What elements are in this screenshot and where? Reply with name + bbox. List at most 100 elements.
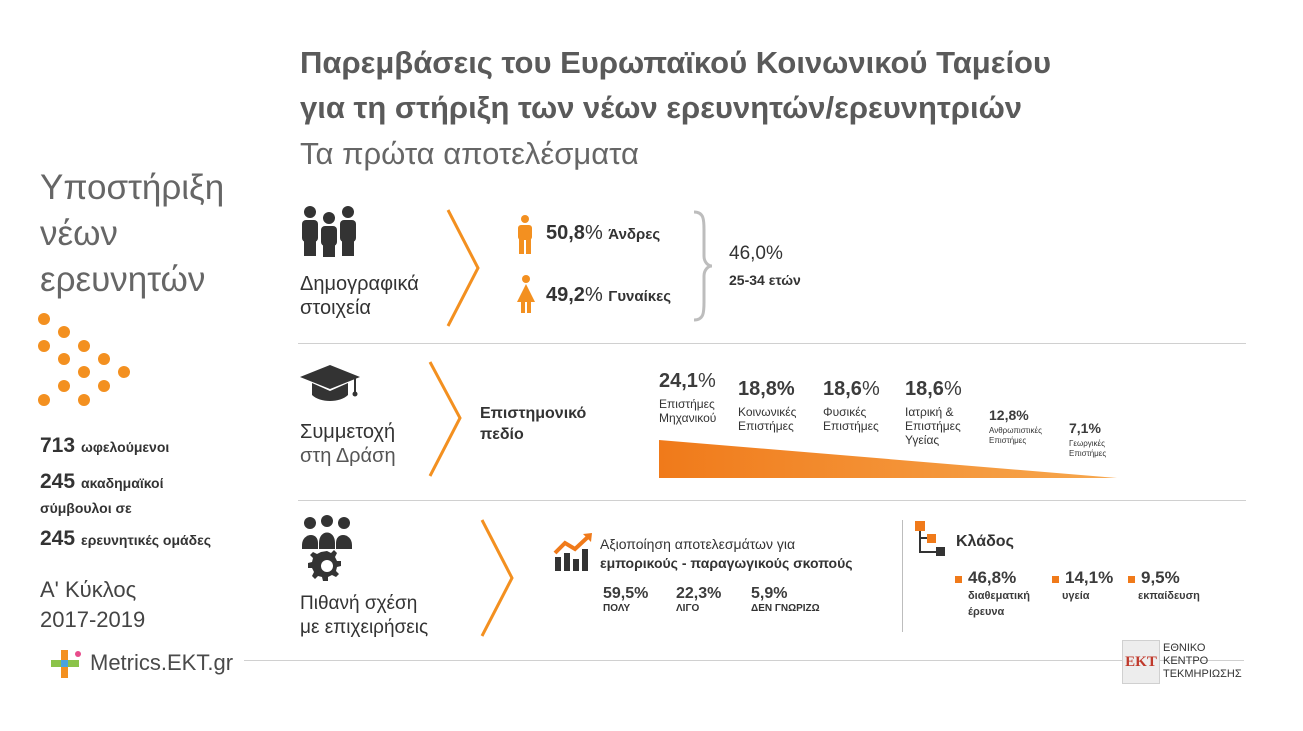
percent-sign: % [943, 378, 962, 400]
sidebar-title-line: ερευνητών [40, 260, 206, 299]
field-name: Ιατρική & [905, 405, 954, 419]
graduation-cap-icon [300, 365, 360, 401]
answer-label: ΔΕΝ ΓΝΩΡΙΖΩ [751, 603, 820, 614]
ekt-logo-mark: ΕΚΤ [1122, 640, 1160, 684]
utilization-label: Αξιοποίηση αποτελεσμάτων για εμπορικούς … [600, 535, 853, 573]
sidebar-title-line: Υποστήριξη [40, 168, 225, 207]
label-line: με επιχειρήσεις [300, 617, 429, 638]
utilization-line: εμπορικούς - παραγωγικούς σκοπούς [600, 555, 853, 571]
field-stat: 24,1% Επιστήμες Μηχανικού [659, 370, 716, 425]
man-icon [518, 215, 532, 254]
age-label: 25-34 ετών [729, 272, 801, 288]
metrics-logo-text: Metrics.EKT.gr [90, 650, 234, 675]
team-gear-icon [302, 515, 352, 581]
men-label: Άνδρες [608, 226, 661, 243]
field-pct: 24,1 [659, 370, 698, 392]
field-name: Επιστήμες [1069, 449, 1107, 458]
field-name: Επιστήμες [989, 436, 1027, 445]
sidebar-title: Υποστήριξη νέων ερευνητών [40, 165, 224, 303]
field-name: Φυσικές [823, 405, 867, 419]
business-label: Πιθανή σχέση με επιχειρήσεις [300, 592, 428, 640]
page-subtitle: Τα πρώτα αποτελέσματα [300, 136, 639, 171]
percent-sign: % [584, 222, 603, 244]
title-line-2: για τη στήριξη των νέων ερευνητών/ερευνη… [300, 90, 1023, 125]
sidebar-title-line: νέων [40, 214, 118, 253]
stat-number: 713 [40, 434, 76, 457]
stat-text: ερευνητικές ομάδες [81, 532, 212, 548]
field-name: Γεωργικές [1069, 439, 1105, 448]
sector-label: έρευνα [968, 606, 1005, 618]
field-name: Μηχανικού [659, 411, 717, 425]
growth-chart-icon [553, 533, 592, 571]
label-line: στη Δράση [300, 445, 396, 467]
stat-advisors: 245 ακαδημαϊκοί [40, 470, 164, 494]
ekt-line: ΚΕΝΤΡΟ [1163, 655, 1209, 667]
arrow-dots-icon [38, 313, 130, 406]
percent-sign: % [697, 370, 716, 392]
sector-pct: 46,8% [968, 568, 1017, 587]
sector-label: υγεία [1062, 590, 1090, 602]
field-stat: 7,1% Γεωργικές Επιστήμες [1069, 420, 1106, 459]
field-pct: 7,1% [1069, 420, 1101, 436]
field-name: Επιστήμες [905, 419, 961, 433]
field-name: Επιστήμες [823, 419, 879, 433]
field-pct: 12,8% [989, 407, 1029, 423]
sector-pct: 9,5% [1141, 568, 1180, 587]
stat-text: ακαδημαϊκοί [81, 475, 164, 491]
footer-divider [244, 660, 1244, 661]
stat-text: ωφελούμενοι [81, 439, 170, 455]
women-pct: 49,2 [546, 284, 585, 306]
women-stat: 49,2% Γυναίκες [546, 284, 671, 307]
sector-stat: 14,1% υγεία [1052, 568, 1113, 604]
chevron-right-icon [446, 209, 480, 327]
field-label-line: Επιστημονικό [480, 405, 587, 422]
stat-advisors-cont: σύμβουλοι σε [40, 500, 132, 516]
field-label: Επιστημονικό πεδίο [480, 403, 586, 445]
hierarchy-icon [915, 521, 945, 556]
field-pct: 18,6 [905, 378, 944, 400]
field-pct: 18,6 [823, 378, 862, 400]
title-line-1: Παρεμβάσεις του Ευρωπαϊκού Κοινωνικού Τα… [300, 45, 1052, 80]
section-divider [298, 500, 1246, 501]
chevron-right-icon [428, 361, 462, 477]
stat-number: 245 [40, 470, 76, 493]
sector-stat: 9,5% εκπαίδευση [1128, 568, 1200, 604]
sector-title: Κλάδος [956, 533, 1014, 550]
participation-label: Συμμετοχή στη Δράση [300, 420, 396, 468]
stat-beneficiaries: 713 ωφελούμενοι [40, 434, 169, 458]
cycle-years: 2017-2019 [40, 607, 146, 632]
cycle-line: Α' Κύκλος [40, 577, 137, 602]
answer-stat: 59,5% ΠΟΛΥ [603, 585, 648, 614]
answer-stat: 22,3% ΛΙΓΟ [676, 585, 721, 614]
ekt-logo-text: ΕΘΝΙΚΟ ΚΕΝΤΡΟ ΤΕΚΜΗΡΙΩΣΗΣ [1163, 642, 1242, 681]
percent-sign: % [584, 284, 603, 306]
age-pct: 46,0% [729, 243, 783, 264]
chevron-right-icon [480, 519, 514, 637]
ekt-line: ΤΕΚΜΗΡΙΩΣΗΣ [1163, 668, 1242, 680]
field-name: Υγείας [905, 433, 940, 447]
stat-teams: 245 ερευνητικές ομάδες [40, 527, 211, 551]
demographics-label: Δημογραφικά στοιχεία [300, 272, 419, 320]
field-name: Επιστήμες [659, 397, 715, 411]
label-line: Δημογραφικά [300, 273, 419, 295]
section-divider [298, 343, 1246, 344]
percent-sign: % [861, 378, 880, 400]
field-name: Επιστήμες [738, 419, 794, 433]
women-label: Γυναίκες [608, 288, 672, 305]
sector-bullet-icon [1052, 576, 1059, 583]
vertical-divider [902, 520, 903, 632]
answer-pct: 59,5% [603, 585, 649, 602]
field-stat: 18,6% Φυσικές Επιστήμες [823, 378, 880, 433]
page-title: Παρεμβάσεις του Ευρωπαϊκού Κοινωνικού Τα… [300, 40, 1051, 130]
woman-icon [517, 275, 535, 313]
field-pct: 18,8% [738, 378, 795, 400]
men-pct: 50,8 [546, 222, 585, 244]
field-name: Ανθρωπιστικές [989, 426, 1042, 435]
field-name: Κοινωνικές [738, 405, 797, 419]
people-group-icon [302, 206, 356, 257]
field-stat: 12,8% Ανθρωπιστικές Επιστήμες [989, 407, 1042, 446]
label-line: Συμμετοχή [300, 421, 396, 443]
stat-number: 245 [40, 527, 76, 550]
field-label-line: πεδίο [480, 426, 524, 443]
answer-label: ΛΙΓΟ [676, 603, 700, 614]
